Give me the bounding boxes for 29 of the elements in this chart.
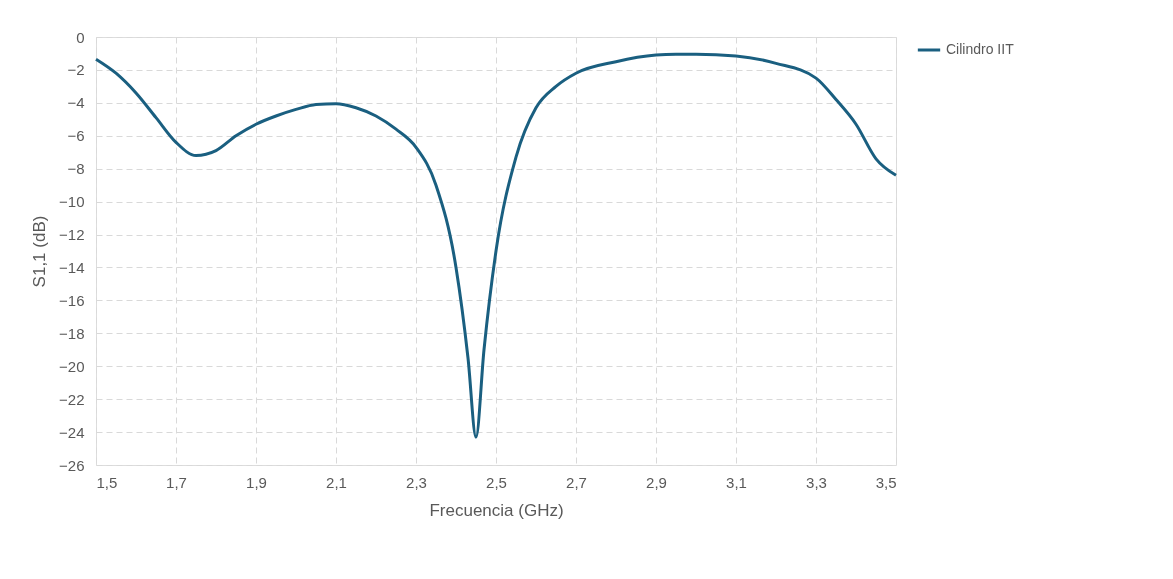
x-tick-label: 2,9 bbox=[646, 473, 667, 491]
x-tick-label: 2,5 bbox=[486, 473, 507, 491]
line-series bbox=[94, 52, 898, 439]
y-tick-label: −18 bbox=[59, 324, 85, 342]
y-tick-label: −10 bbox=[59, 193, 85, 211]
x-axis-title: Frecuencia (GHz) bbox=[429, 500, 564, 520]
x-tick-label: 1,5 bbox=[96, 473, 118, 491]
y-tick-label: −16 bbox=[59, 291, 85, 309]
x-tick-label: 2,1 bbox=[326, 473, 347, 491]
x-tick-label: 3,3 bbox=[806, 473, 827, 491]
legend-label: Cilindro IIT bbox=[946, 41, 1015, 57]
y-tick-label: 0 bbox=[76, 28, 85, 46]
y-tick-label: −20 bbox=[59, 357, 85, 375]
y-tick-label: −26 bbox=[59, 456, 85, 474]
x-tick-label: 3,5 bbox=[875, 473, 897, 491]
y-tick-label: −4 bbox=[67, 94, 85, 112]
y-tick-label: −14 bbox=[59, 258, 85, 276]
y-tick-label: −8 bbox=[67, 160, 85, 178]
y-tick-label: −12 bbox=[59, 226, 85, 244]
y-tick-label: −22 bbox=[59, 390, 85, 408]
y-tick-label: −24 bbox=[59, 423, 85, 441]
y-tick-label: −2 bbox=[67, 61, 85, 79]
y-axis-title: S1,1 (dB) bbox=[30, 215, 50, 288]
x-tick-label: 3,1 bbox=[726, 473, 747, 491]
y-tick-label: −6 bbox=[67, 127, 85, 145]
x-tick-label: 2,3 bbox=[406, 473, 427, 491]
x-tick-label: 2,7 bbox=[566, 473, 587, 491]
x-tick-label: 1,9 bbox=[246, 473, 267, 491]
x-tick-label: 1,7 bbox=[166, 473, 187, 491]
